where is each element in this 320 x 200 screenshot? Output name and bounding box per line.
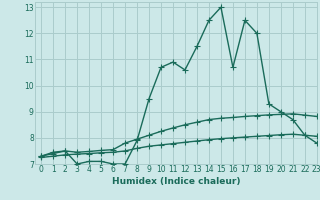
X-axis label: Humidex (Indice chaleur): Humidex (Indice chaleur)	[112, 177, 240, 186]
